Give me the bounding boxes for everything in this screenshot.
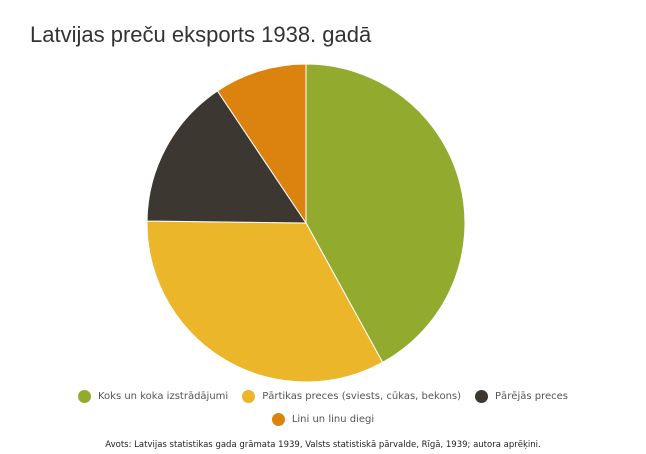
source-note: Avots: Latvijas statistikas gada grāmata… [105, 440, 541, 450]
legend-item-parejas[interactable]: Pārējās preces [475, 390, 568, 403]
legend-item-koks[interactable]: Koks un koka izstrādājumi [77, 390, 229, 403]
legend-swatch-koks [77, 390, 91, 403]
chart-title: Latvijas preču eksports 1938. gadā [30, 22, 372, 47]
legend-swatch-parejas [475, 390, 489, 403]
legend-swatch-lini [271, 413, 285, 426]
legend-label-lini: Lini un linu diegi [291, 414, 375, 425]
legend-row-2: Lini un linu diegi [0, 413, 646, 426]
legend-label-koks: Koks un koka izstrādājumi [97, 391, 229, 402]
pie-slice-lini[interactable] [216, 63, 307, 225]
legend-label-partika: Pārtikas preces (sviests, cūkas, bekons) [262, 391, 462, 402]
pie-slice-parejas[interactable] [146, 90, 307, 224]
pie-slice-partika[interactable] [146, 220, 384, 383]
legend-swatch-partika [242, 390, 256, 403]
legend-label-parejas: Pārējās preces [495, 391, 568, 402]
pie-slice-koks[interactable] [305, 63, 466, 364]
legend-row-1: Koks un koka izstrādājumi Pārtikas prece… [0, 390, 646, 403]
legend-item-partika[interactable]: Pārtikas preces (sviests, cūkas, bekons) [242, 390, 461, 403]
legend-item-lini[interactable]: Lini un linu diegi [271, 413, 375, 426]
